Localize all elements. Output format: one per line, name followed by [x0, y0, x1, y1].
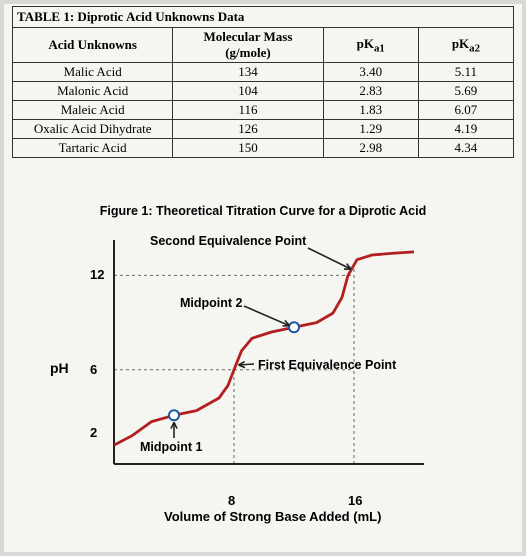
table-cell: 116 — [173, 101, 323, 120]
table-row: Malonic Acid1042.835.69 — [13, 82, 514, 101]
table-cell: 2.98 — [323, 139, 418, 158]
table-cell: 1.29 — [323, 120, 418, 139]
table-row: Maleic Acid1161.836.07 — [13, 101, 514, 120]
table-row: Tartaric Acid1502.984.34 — [13, 139, 514, 158]
table-cell: 5.11 — [418, 63, 513, 82]
table-cell: 3.40 — [323, 63, 418, 82]
table-cell: 134 — [173, 63, 323, 82]
y-axis-label: pH — [50, 360, 69, 376]
xtick: 16 — [348, 493, 362, 508]
table-cell: Maleic Acid — [13, 101, 173, 120]
table-cell: Malic Acid — [13, 63, 173, 82]
x-axis-label: Volume of Strong Base Added (mL) — [164, 509, 381, 524]
table-cell: 104 — [173, 82, 323, 101]
table-cell: 150 — [173, 139, 323, 158]
table-cell: Malonic Acid — [13, 82, 173, 101]
table-cell: 2.83 — [323, 82, 418, 101]
titration-chart: pH Volume of Strong Base Added (mL) Seco… — [72, 232, 452, 522]
ytick: 2 — [90, 425, 97, 440]
annot-mp2: Midpoint 2 — [180, 296, 243, 310]
annot-fep: First Equivalence Point — [258, 358, 396, 372]
col-header: Acid Unknowns — [13, 28, 173, 63]
table-row: Oxalic Acid Dihydrate1261.294.19 — [13, 120, 514, 139]
data-table: TABLE 1: Diprotic Acid Unknowns Data Aci… — [12, 6, 514, 158]
ytick: 12 — [90, 267, 104, 282]
table: Acid UnknownsMolecular Mass (g/mole)pKa1… — [12, 27, 514, 158]
xtick: 8 — [228, 493, 235, 508]
table-cell: 126 — [173, 120, 323, 139]
figure-caption: Figure 1: Theoretical Titration Curve fo… — [12, 204, 514, 218]
annot-sep: Second Equivalence Point — [150, 234, 306, 248]
col-header: Molecular Mass (g/mole) — [173, 28, 323, 63]
table-cell: Oxalic Acid Dihydrate — [13, 120, 173, 139]
table-row: Malic Acid1343.405.11 — [13, 63, 514, 82]
table-cell: Tartaric Acid — [13, 139, 173, 158]
annot-mp1: Midpoint 1 — [140, 440, 203, 454]
table-cell: 4.34 — [418, 139, 513, 158]
table-cell: 5.69 — [418, 82, 513, 101]
table-cell: 6.07 — [418, 101, 513, 120]
table-title: TABLE 1: Diprotic Acid Unknowns Data — [12, 6, 514, 27]
table-cell: 1.83 — [323, 101, 418, 120]
table-cell: 4.19 — [418, 120, 513, 139]
col-header: pKa2 — [418, 28, 513, 63]
col-header: pKa1 — [323, 28, 418, 63]
ytick: 6 — [90, 362, 97, 377]
